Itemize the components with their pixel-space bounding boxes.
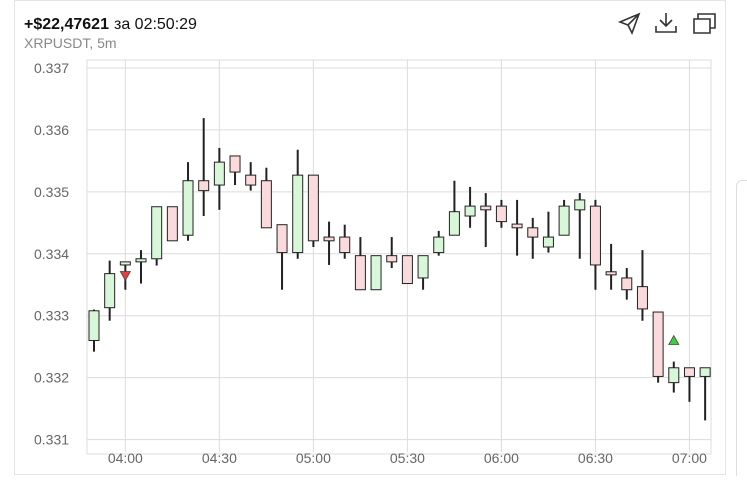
y-tick-label: 0.334 [34, 246, 69, 262]
candle-body [512, 224, 522, 228]
candle-body [434, 237, 444, 252]
x-tick-label: 06:30 [578, 450, 613, 466]
candle-body [669, 368, 679, 383]
y-tick-label: 0.332 [34, 370, 69, 386]
candle-body [622, 278, 632, 290]
candle-body [89, 311, 99, 341]
candle-body [167, 207, 177, 241]
x-tick-label: 05:30 [390, 450, 425, 466]
candle-body [637, 287, 647, 309]
candle-body [465, 206, 475, 216]
candle-body [481, 206, 491, 210]
candle-body [105, 274, 115, 308]
candle-body [653, 312, 663, 376]
candle-body [606, 272, 616, 275]
side-panel [737, 181, 747, 477]
y-tick-label: 0.336 [34, 122, 69, 138]
card [15, 1, 726, 475]
candle-body [199, 181, 209, 191]
candle-body [559, 206, 569, 235]
candle-body [136, 259, 146, 262]
candle-body [355, 256, 365, 290]
y-tick-label: 0.331 [34, 432, 69, 448]
x-tick-label: 06:00 [484, 450, 519, 466]
candle-body [261, 181, 271, 228]
y-tick-label: 0.335 [34, 184, 69, 200]
candle-body [308, 175, 318, 241]
x-tick-label: 04:00 [108, 450, 143, 466]
candle-body [230, 156, 240, 172]
candle-body [402, 256, 412, 284]
subtitle: XRPUSDT, 5m [24, 35, 117, 51]
candle-body [418, 256, 428, 278]
candle-body [496, 206, 506, 221]
candle-body [449, 212, 459, 236]
candle-body [293, 175, 303, 252]
candle-body [684, 368, 694, 377]
candle-body [590, 206, 600, 265]
x-tick-label: 04:30 [202, 450, 237, 466]
period: за 02:50:29 [114, 16, 197, 33]
x-tick-label: 05:00 [296, 450, 331, 466]
x-tick-label: 07:00 [672, 450, 707, 466]
candle-body [387, 256, 397, 262]
candle-body [528, 228, 538, 237]
candle-body [371, 256, 381, 290]
candle-body [214, 162, 224, 185]
candle-body [120, 262, 130, 265]
candle-body [277, 225, 287, 253]
candle-body [152, 207, 162, 259]
candle-body [246, 175, 256, 185]
candle-body [575, 200, 585, 210]
candle-body [543, 237, 553, 247]
y-tick-label: 0.337 [34, 60, 69, 76]
candle-body [700, 368, 710, 377]
candle-body [340, 237, 350, 252]
y-tick-label: 0.333 [34, 308, 69, 324]
candle-body [183, 181, 193, 236]
candle-body [324, 237, 334, 241]
profit: +$22,47621 [24, 16, 109, 33]
